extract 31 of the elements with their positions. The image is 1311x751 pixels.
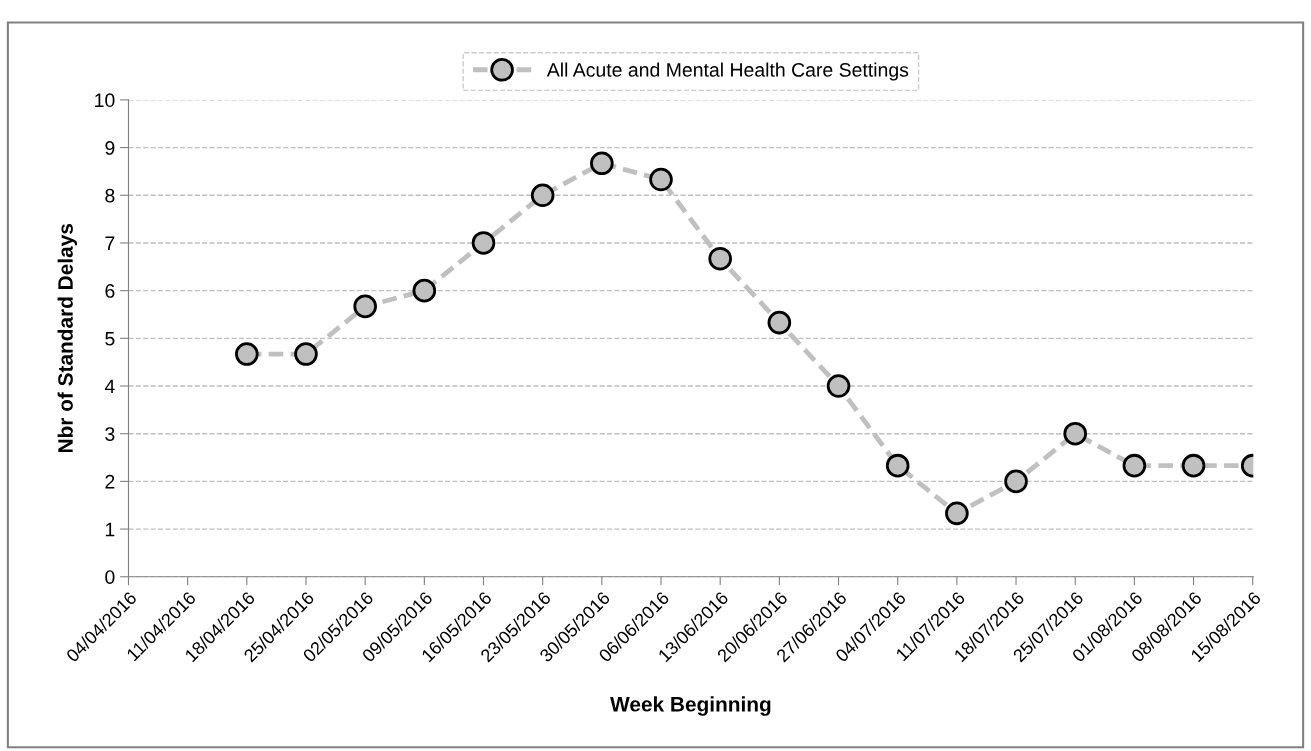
point <box>826 374 851 398</box>
point <box>471 231 496 255</box>
x-axis-title: Week Beginning <box>610 696 771 716</box>
point <box>353 294 377 319</box>
y-tick-label: 7 <box>105 236 115 250</box>
point <box>885 453 910 478</box>
y-tick-label: 3 <box>105 427 115 441</box>
y-tick-label: 5 <box>105 331 115 346</box>
y-tick-label: 0 <box>105 570 115 585</box>
y-tick-label: 1 <box>105 522 115 537</box>
point <box>1004 469 1028 494</box>
point <box>649 167 673 192</box>
point <box>945 501 969 526</box>
point <box>1181 453 1206 478</box>
point <box>590 151 614 176</box>
point <box>1122 453 1147 478</box>
y-tick-label: 8 <box>105 188 115 203</box>
point <box>1063 421 1088 446</box>
point <box>412 278 437 303</box>
legend-label: All Acute and Mental Health Care Settings <box>546 62 909 81</box>
y-tick-label: 6 <box>105 284 115 298</box>
y-axis-title: Nbr of Standard Delays <box>57 223 77 453</box>
point <box>235 342 259 366</box>
y-tick-label: 2 <box>105 474 115 489</box>
y-tick-label: 4 <box>104 379 115 394</box>
point <box>767 310 792 335</box>
point <box>530 183 555 208</box>
point <box>708 246 732 271</box>
point <box>294 342 318 366</box>
y-tick-label: 10 <box>95 93 115 108</box>
y-tick-label: 9 <box>105 141 115 155</box>
